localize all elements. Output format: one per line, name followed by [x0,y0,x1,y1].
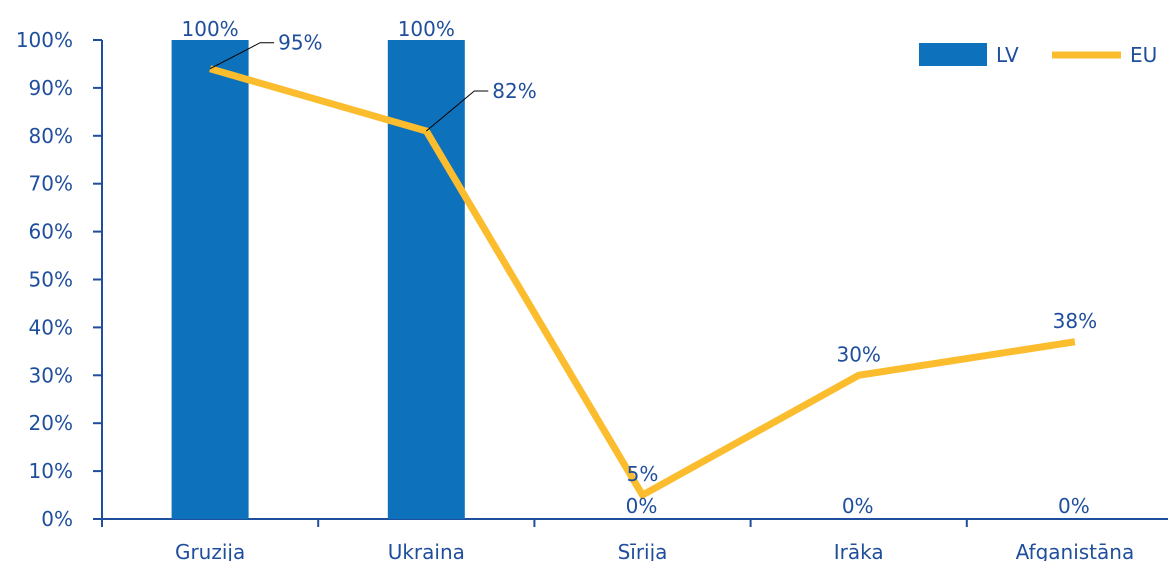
x-axis: Gruzija Ukraina Sīrija Irāka Afganistāna [101,518,1168,561]
y-tick-label: 100% [16,28,73,52]
y-axis: 0% 10% 20% 30% 40% 50% 60% 70% 80% 90% 100% [16,28,103,531]
eu-value-label: 95% [278,31,322,55]
y-tick-label: 40% [29,315,73,339]
eu-leader-line [209,42,275,70]
lv-value-label: 0% [626,494,658,518]
y-tick-label: 80% [29,124,73,148]
legend-eu-label: EU [1130,43,1157,67]
y-tick-label: 50% [29,268,73,292]
lv-value-label: 100% [182,17,239,41]
x-category-label: Sīrija [618,540,668,561]
eu-line-path [209,65,1076,500]
y-tick-label: 90% [29,76,73,100]
lv-bars [171,40,465,519]
x-category-label: Afganistāna [1016,540,1135,561]
x-category-label: Ukraina [388,540,465,561]
y-tick-label: 20% [29,411,73,435]
data-labels: 100% 100% 0% 0% 0% 95% 82% 5% 30% 38% [182,17,1098,518]
eu-value-label: 30% [836,342,880,366]
eu-value-label: 5% [627,462,659,486]
y-tick-label: 60% [29,220,73,244]
eu-value-label: 38% [1053,309,1097,333]
x-category-label: Gruzija [175,540,245,561]
y-tick-label: 70% [29,172,73,196]
lv-value-label: 100% [398,17,455,41]
y-tick-label: 10% [29,459,73,483]
lv-value-label: 0% [842,494,874,518]
eu-line [209,65,1076,500]
legend: LV EU [919,43,1157,67]
y-tick-label: 30% [29,363,73,387]
lv-value-label: 0% [1058,494,1090,518]
eu-leader-line [425,90,489,132]
legend-lv-swatch [919,43,987,66]
x-category-label: Irāka [834,540,884,561]
eu-value-label: 82% [492,79,536,103]
lv-bar [171,40,249,519]
legend-lv-label: LV [996,43,1019,67]
lv-bar [387,40,465,519]
y-tick-label: 0% [41,507,73,531]
